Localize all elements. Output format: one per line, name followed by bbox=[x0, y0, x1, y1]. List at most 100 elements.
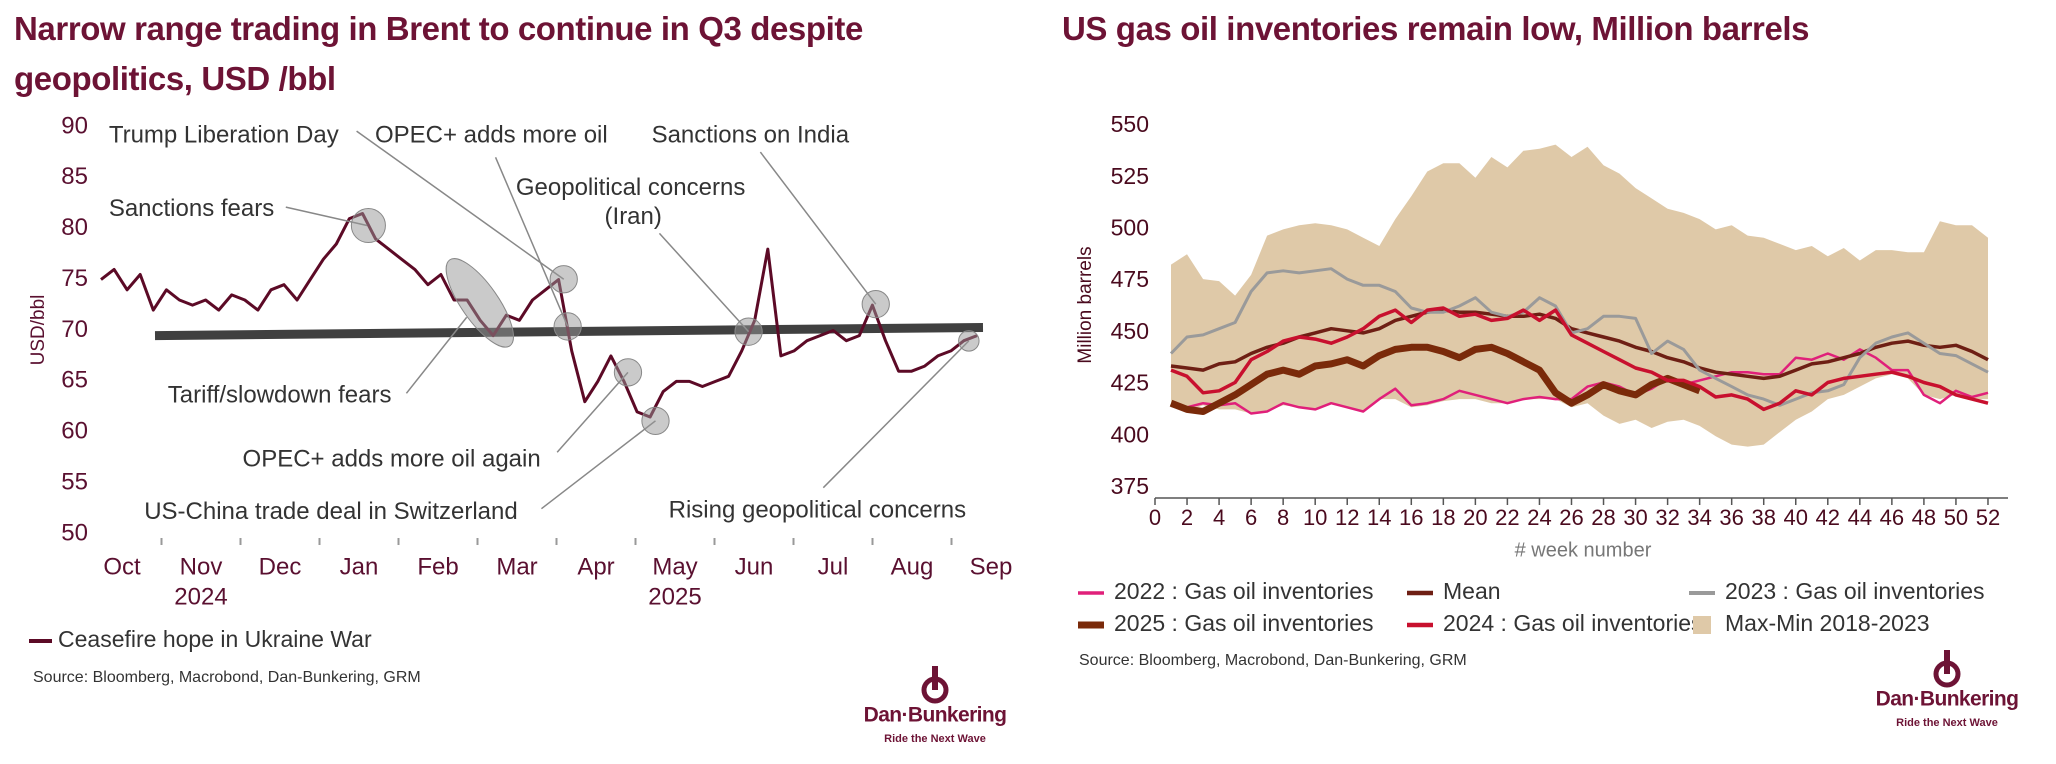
y-tick-label: 90 bbox=[61, 112, 88, 139]
x-tick-label: 34 bbox=[1687, 505, 1711, 530]
x-tick-label: 42 bbox=[1816, 505, 1840, 530]
annotation: Tariff/slowdown fears bbox=[168, 381, 392, 408]
legend-label: 2023 : Gas oil inventories bbox=[1725, 578, 1985, 604]
y-tick-label: 75 bbox=[61, 265, 88, 292]
y-tick-label: 80 bbox=[61, 214, 88, 241]
y-tick-label: 425 bbox=[1111, 370, 1149, 396]
highlight bbox=[734, 317, 763, 346]
logo-name: Dan·Bunkering bbox=[864, 704, 1007, 727]
y-tick-label: 50 bbox=[61, 519, 88, 546]
x-tick-label: 50 bbox=[1944, 505, 1968, 530]
x-axis-label: # week number bbox=[1515, 539, 1652, 561]
legend-label: 2024 : Gas oil inventories bbox=[1443, 610, 1703, 636]
leader-line bbox=[494, 157, 569, 327]
x-tick-label: Aug bbox=[891, 553, 934, 580]
x-tick-label: Apr bbox=[577, 553, 614, 580]
leader-line bbox=[759, 151, 877, 305]
chart-title: Narrow range trading in Brent to continu… bbox=[14, 10, 863, 97]
annotation: OPEC+ adds more oil again bbox=[243, 446, 541, 473]
annotation: Sanctions on India bbox=[652, 122, 850, 149]
x-tick-label: May bbox=[652, 553, 697, 580]
x-tick-label: 22 bbox=[1495, 505, 1519, 530]
highlight bbox=[445, 258, 514, 348]
leader-line bbox=[405, 316, 468, 394]
x-tick-label: 8 bbox=[1277, 505, 1289, 530]
x-tick-label: 4 bbox=[1213, 505, 1225, 530]
x-tick-label: 20 bbox=[1463, 505, 1487, 530]
x-tick-label: 32 bbox=[1655, 505, 1679, 530]
logo-tagline: Ride the Next Wave bbox=[1896, 717, 1998, 729]
legend-label: Mean bbox=[1443, 578, 1501, 604]
source: Source: Bloomberg, Macrobond, Dan-Bunker… bbox=[1079, 652, 1467, 669]
year-label: 2024 bbox=[174, 583, 227, 610]
leader-line bbox=[556, 371, 629, 453]
x-tick-label: Sep bbox=[970, 553, 1013, 580]
x-tick-label: 30 bbox=[1623, 505, 1647, 530]
highlight bbox=[350, 207, 386, 244]
legend-label: 2025 : Gas oil inventories bbox=[1114, 610, 1374, 636]
legend-label: Max-Min 2018-2023 bbox=[1725, 610, 1930, 636]
x-tick-label: Jun bbox=[735, 553, 774, 580]
annotation: Sanctions fears bbox=[109, 195, 274, 222]
x-tick-label: 46 bbox=[1880, 505, 1904, 530]
highlight bbox=[958, 330, 980, 352]
x-tick-label: Dec bbox=[259, 553, 302, 580]
series-line bbox=[1169, 343, 1701, 415]
logo-icon bbox=[932, 666, 938, 690]
x-tick-label: 14 bbox=[1367, 505, 1391, 530]
logo-icon bbox=[1944, 650, 1950, 674]
x-tick-label: Jul bbox=[818, 553, 849, 580]
leader-line bbox=[658, 232, 750, 333]
annotation: Trump Liberation Day bbox=[109, 122, 339, 149]
legend-label: 2022 : Gas oil inventories bbox=[1114, 578, 1374, 604]
y-tick-label: 500 bbox=[1111, 215, 1149, 241]
y-axis-label: USD/bbl bbox=[28, 295, 49, 366]
x-tick-label: 48 bbox=[1912, 505, 1936, 530]
chart-title: US gas oil inventories remain low, Milli… bbox=[1062, 10, 1810, 47]
x-tick-label: 10 bbox=[1303, 505, 1327, 530]
x-tick-label: Jan bbox=[340, 553, 379, 580]
y-tick-label: 450 bbox=[1111, 318, 1149, 344]
y-tick-label: 85 bbox=[61, 163, 88, 190]
highlight bbox=[549, 265, 578, 294]
y-tick-label: 550 bbox=[1111, 111, 1149, 137]
x-tick-label: 28 bbox=[1591, 505, 1615, 530]
annotation: US-China trade deal in Switzerland bbox=[144, 498, 518, 525]
leader-line bbox=[822, 340, 970, 489]
x-tick-label: 36 bbox=[1719, 505, 1743, 530]
leader-line bbox=[356, 130, 565, 280]
x-tick-label: 2 bbox=[1181, 505, 1193, 530]
annotation: (Iran) bbox=[605, 203, 662, 230]
x-tick-label: 0 bbox=[1149, 505, 1161, 530]
logo-name: Dan·Bunkering bbox=[1876, 688, 2019, 711]
annotation: Geopolitical concerns bbox=[516, 174, 745, 201]
legend-label: Ceasefire hope in Ukraine War bbox=[58, 626, 372, 652]
x-tick-label: 40 bbox=[1784, 505, 1808, 530]
leader-line bbox=[540, 420, 656, 510]
x-tick-label: 18 bbox=[1431, 505, 1455, 530]
x-tick-label: 44 bbox=[1848, 505, 1872, 530]
y-tick-label: 475 bbox=[1111, 266, 1149, 292]
x-tick-label: 12 bbox=[1335, 505, 1359, 530]
annotation: Rising geopolitical concerns bbox=[669, 497, 967, 524]
x-tick-label: 6 bbox=[1245, 505, 1257, 530]
logo-tagline: Ride the Next Wave bbox=[884, 733, 986, 745]
x-tick-label: 26 bbox=[1559, 505, 1583, 530]
x-tick-label: Mar bbox=[496, 553, 537, 580]
series-line bbox=[1170, 306, 1989, 412]
legend-swatch bbox=[1693, 616, 1711, 634]
x-tick-label: Feb bbox=[417, 553, 458, 580]
annotation: OPEC+ adds more oil bbox=[375, 122, 608, 149]
x-tick-label: Oct bbox=[103, 553, 141, 580]
y-tick-label: 55 bbox=[61, 468, 88, 495]
x-tick-label: 24 bbox=[1527, 505, 1551, 530]
y-tick-label: 375 bbox=[1111, 473, 1149, 499]
year-label: 2025 bbox=[648, 583, 701, 610]
y-tick-label: 400 bbox=[1111, 421, 1149, 447]
highlight bbox=[861, 290, 890, 319]
series-line bbox=[1169, 267, 1989, 407]
x-tick-label: 52 bbox=[1976, 505, 2000, 530]
x-tick-label: 38 bbox=[1751, 505, 1775, 530]
